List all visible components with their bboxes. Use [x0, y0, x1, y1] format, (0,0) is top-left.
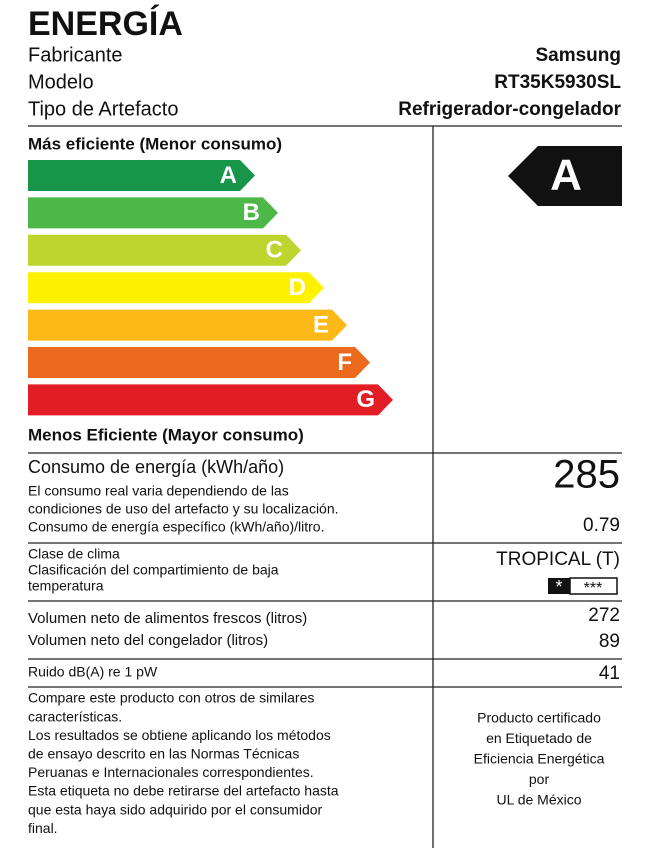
rating: A [550, 151, 582, 200]
note: condiciones de uso del artefacto y su lo… [28, 501, 339, 517]
volume-label: Volumen neto de alimentos frescos (litro… [28, 610, 307, 627]
scale-bottom: Menos Eficiente (Mayor consumo) [28, 425, 304, 444]
class-letter: E [313, 311, 329, 338]
star-dark: * [555, 577, 562, 597]
climate-line: temperatura [28, 578, 104, 594]
noise-label: Ruido dB(A) re 1 pW [28, 664, 158, 680]
note: Consumo de energía específico (kWh/año)/… [28, 519, 324, 535]
class-letter: F [337, 349, 352, 376]
volume-label: Volumen neto del congelador (litros) [28, 632, 268, 649]
footer-left: Los resultados se obtiene aplicando los … [28, 727, 331, 743]
star-box-light [569, 577, 618, 595]
footer-right: en Etiquetado de [486, 730, 592, 746]
class-bar [28, 197, 278, 229]
rating-arrow [508, 146, 622, 206]
footer-left: Esta etiqueta no debe retirarse del arte… [28, 783, 339, 799]
footer-left: características. [28, 708, 122, 724]
class-bar [28, 272, 324, 304]
footer-left: que esta haya sido adquirido por el cons… [28, 801, 323, 817]
volume-value: 272 [588, 605, 620, 626]
footer-right: Eficiencia Energética [474, 751, 605, 767]
class-letter: C [266, 237, 283, 264]
row-label: Tipo de Artefacto [28, 98, 178, 120]
star-light: *** [584, 580, 603, 597]
class-bar [28, 384, 393, 416]
row-label: Fabricante [28, 44, 123, 66]
class-letter: B [243, 199, 260, 226]
footer-left: final. [28, 820, 58, 836]
class-letter: G [356, 386, 375, 413]
class-bar [28, 160, 255, 191]
climate-line: Clasificación del compartimiento de baja [28, 562, 279, 578]
specific-value: 0.79 [583, 515, 620, 536]
row-value: Refrigerador-congelador [398, 99, 621, 120]
climate-line: Clase de clima [28, 546, 120, 562]
class-letter: D [289, 274, 306, 301]
climate-value: TROPICAL (T) [496, 549, 620, 570]
row-value: Samsung [535, 45, 621, 66]
footer-left: de ensayo descrito en las Normas Técnica… [28, 746, 299, 762]
class-bar [28, 234, 301, 266]
footer-left: Compare este producto con otros de simil… [28, 690, 314, 706]
consumption-label: Consumo de energía (kWh/año) [28, 457, 284, 477]
consumption-value: 285 [553, 453, 620, 497]
row-value: RT35K5930SL [494, 72, 621, 93]
volume-value: 89 [599, 631, 620, 652]
footer-right: por [529, 771, 550, 787]
footer-left: Peruanas e Internacionales correspondien… [28, 764, 314, 780]
noise-value: 41 [599, 663, 620, 684]
footer-right: UL de México [496, 791, 581, 807]
scale-top: Más eficiente (Menor consumo) [28, 134, 282, 153]
title: ENERGÍA [28, 5, 183, 43]
class-letter: A [220, 162, 237, 189]
row-label: Modelo [28, 71, 94, 93]
class-bar [28, 309, 347, 341]
star-box-dark [548, 578, 570, 594]
footer-right: Producto certificado [477, 710, 601, 726]
class-bar [28, 347, 370, 378]
note: El consumo real varia dependiendo de las [28, 483, 289, 499]
